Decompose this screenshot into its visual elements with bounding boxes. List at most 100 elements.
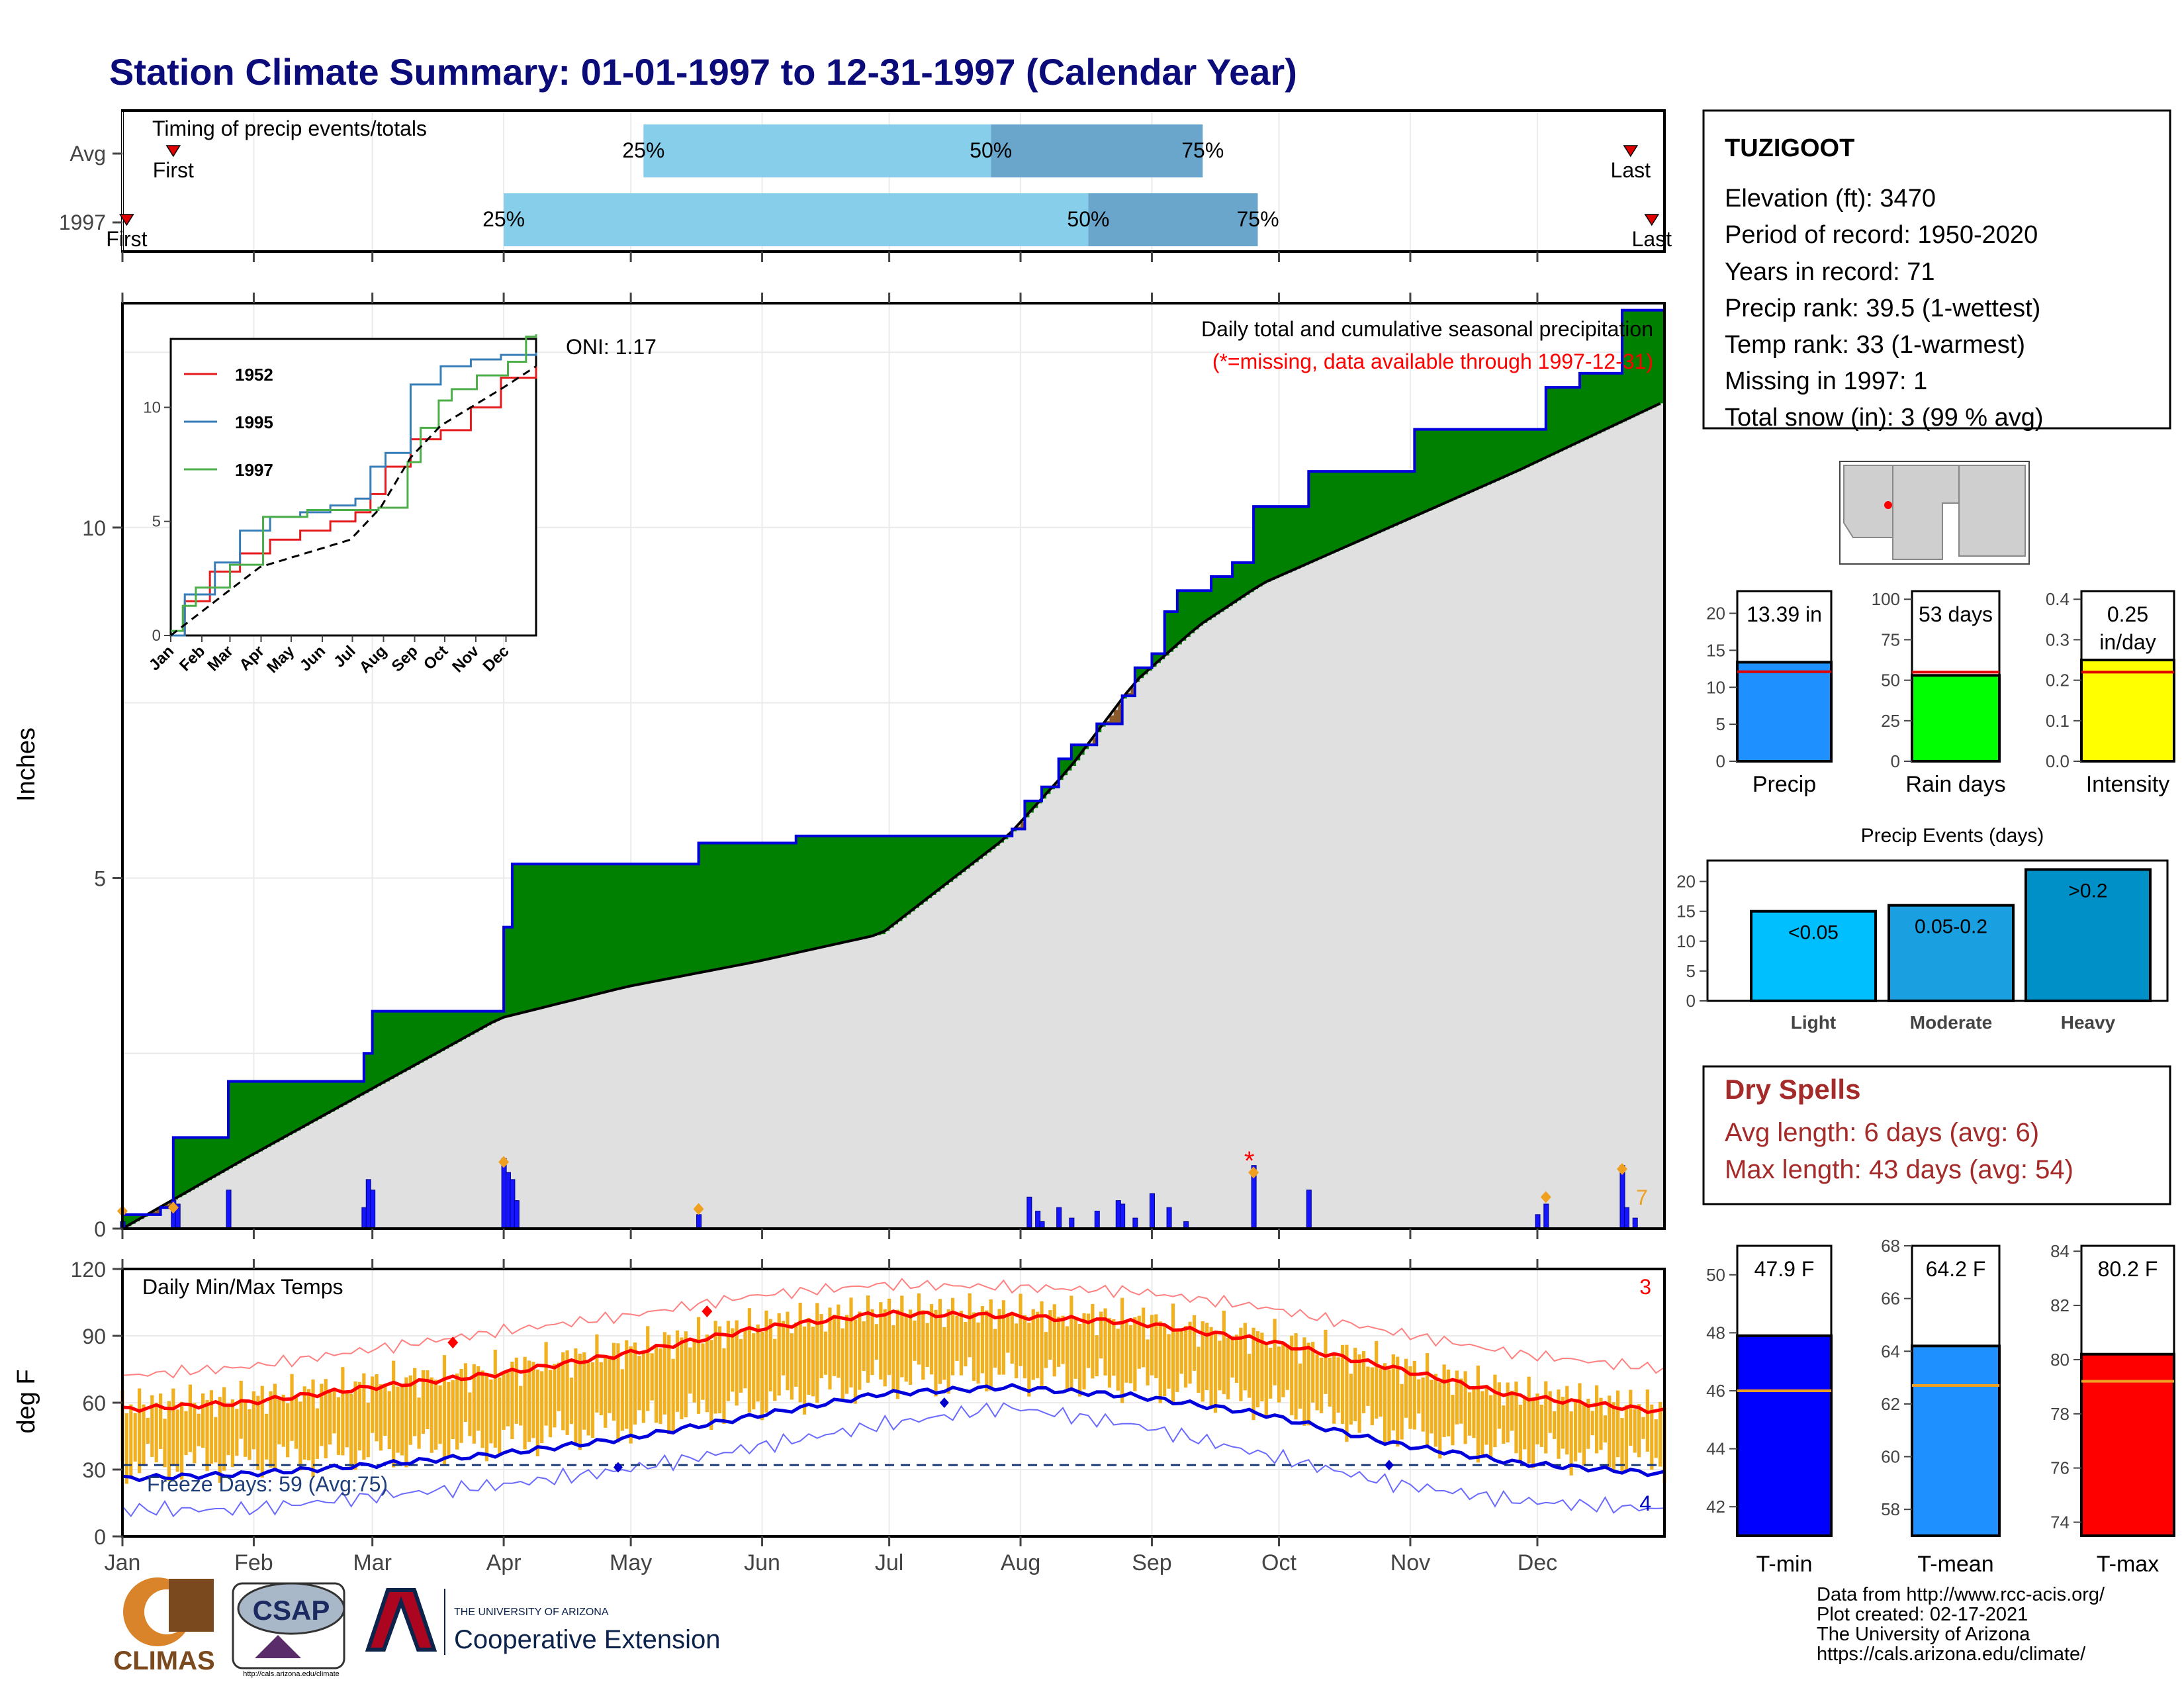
- surplus-fill: [838, 835, 843, 944]
- daily-temp-bar: [1255, 1331, 1260, 1407]
- daily-temp-bar: [955, 1315, 959, 1361]
- surplus-fill: [635, 864, 640, 986]
- deficit-fill: [1105, 721, 1111, 724]
- daily-temp-bar: [1569, 1411, 1573, 1476]
- daily-temp-bar: [1608, 1395, 1612, 1468]
- daily-temp-bar: [557, 1362, 561, 1411]
- daily-temp-bar: [641, 1352, 645, 1423]
- surplus-fill: [1465, 429, 1471, 494]
- surplus-fill: [910, 835, 915, 912]
- events-y-tick-label: 5: [1686, 961, 1696, 981]
- first-marker: [165, 145, 181, 158]
- surplus-fill: [1367, 471, 1373, 538]
- daily-temp-bar: [1073, 1319, 1077, 1379]
- surplus-fill: [1435, 429, 1441, 507]
- daily-temp-bar: [1442, 1364, 1446, 1437]
- surplus-fill: [596, 864, 602, 994]
- daily-precip-bar: [1623, 1207, 1629, 1229]
- deficit-fill: [1021, 821, 1026, 829]
- inset-y-tick-label: 0: [152, 627, 161, 645]
- surplus-fill: [351, 1081, 356, 1100]
- daily-temp-bar: [731, 1328, 735, 1392]
- surplus-fill: [686, 864, 691, 976]
- daily-temp-bar: [392, 1360, 396, 1468]
- surplus-fill: [266, 1081, 271, 1147]
- precip-y-tick-label: 5: [94, 867, 106, 890]
- precip-y-label: Inches: [13, 727, 40, 802]
- summary-title-precip: Precip: [1752, 772, 1816, 797]
- daily-temp-bar: [1205, 1323, 1209, 1391]
- daily-temp-bar: [205, 1399, 209, 1472]
- surplus-fill: [432, 1011, 437, 1056]
- daily-temp-bar: [1230, 1336, 1234, 1378]
- surplus-fill: [220, 1137, 225, 1174]
- summary-y-tick-label: 0.4: [2046, 589, 2070, 609]
- summary-value-label: 64.2 F: [1926, 1257, 1986, 1281]
- surplus-fill: [1156, 653, 1161, 663]
- surplus-fill: [338, 1081, 343, 1107]
- daily-temp-bar: [1099, 1311, 1103, 1359]
- timing-bar-q1: [643, 124, 991, 177]
- daily-temp-bar: [1107, 1318, 1112, 1388]
- surplus-fill: [1071, 745, 1076, 766]
- daily-temp-bar: [595, 1334, 599, 1413]
- surplus-fill: [617, 864, 623, 989]
- daily-temp-bar: [616, 1343, 620, 1443]
- daily-temp-bar: [743, 1331, 747, 1389]
- freeze-days-label: Freeze Days: 59 (Avg:75): [147, 1472, 388, 1496]
- daily-temp-bar: [1476, 1365, 1480, 1463]
- daily-temp-bar: [1133, 1317, 1137, 1391]
- daily-temp-bar: [235, 1409, 239, 1456]
- station-line-years: Years in record: 71: [1725, 258, 1935, 286]
- avg-max-line: [122, 1309, 1665, 1415]
- precip-y-axis: 0 5 10: [82, 516, 122, 1241]
- surplus-fill: [982, 835, 987, 856]
- surplus-fill: [1567, 387, 1572, 447]
- daily-temp-bar: [993, 1329, 997, 1368]
- daily-temp-bar: [887, 1298, 891, 1376]
- surplus-fill: [1592, 373, 1598, 436]
- surplus-fill: [1206, 590, 1212, 620]
- first-marker: [119, 214, 134, 226]
- surplus-fill: [919, 835, 924, 905]
- surplus-fill: [402, 1011, 407, 1072]
- surplus-fill: [194, 1137, 199, 1188]
- surplus-fill: [1575, 387, 1580, 444]
- surplus-fill: [995, 835, 1000, 846]
- summary-y-tick-label: 75: [1881, 630, 1900, 649]
- surplus-fill: [1418, 429, 1424, 515]
- timing-p25-label: 25%: [482, 207, 525, 231]
- surplus-fill: [1325, 471, 1330, 556]
- surplus-fill: [787, 843, 792, 955]
- daily-temp-bar: [281, 1394, 285, 1447]
- climas-wordmark: CLIMAS: [113, 1646, 214, 1675]
- daily-temp-bar: [302, 1386, 306, 1460]
- summary-bar: [1911, 1344, 2001, 1537]
- surplus-fill: [1486, 429, 1492, 485]
- page-title: Station Climate Summary: 01-01-1997 to 1…: [109, 51, 1297, 93]
- surplus-fill: [296, 1081, 301, 1131]
- daily-temp-bar: [244, 1401, 248, 1457]
- daily-temp-bar: [844, 1315, 849, 1394]
- daily-precip-bar: [1306, 1190, 1312, 1229]
- daily-temp-bar: [1425, 1353, 1430, 1446]
- surplus-fill: [749, 843, 754, 963]
- daily-temp-bar: [1027, 1323, 1031, 1397]
- surplus-fill: [864, 835, 869, 938]
- daily-temp-bar: [1324, 1329, 1328, 1394]
- surplus-fill: [889, 835, 894, 928]
- daily-temp-bar: [752, 1333, 756, 1410]
- timing-p25-label: 25%: [622, 138, 664, 162]
- timing-label: Timing of precip events/totals: [152, 117, 427, 140]
- daily-temp-bar: [1472, 1387, 1476, 1438]
- ua-small-text: THE UNIVERSITY OF ARIZONA: [454, 1607, 609, 1618]
- surplus-fill: [1300, 506, 1305, 567]
- daily-temp-bar: [341, 1367, 345, 1456]
- daily-temp-bar: [823, 1331, 828, 1375]
- surplus-fill: [664, 864, 670, 980]
- daily-temp-bar: [527, 1360, 531, 1442]
- surplus-fill: [876, 835, 882, 935]
- summary-title-t-mean: T-mean: [1917, 1552, 1993, 1577]
- daily-temp-bar: [484, 1376, 489, 1462]
- summary-y-tick-label: 44: [1706, 1439, 1725, 1459]
